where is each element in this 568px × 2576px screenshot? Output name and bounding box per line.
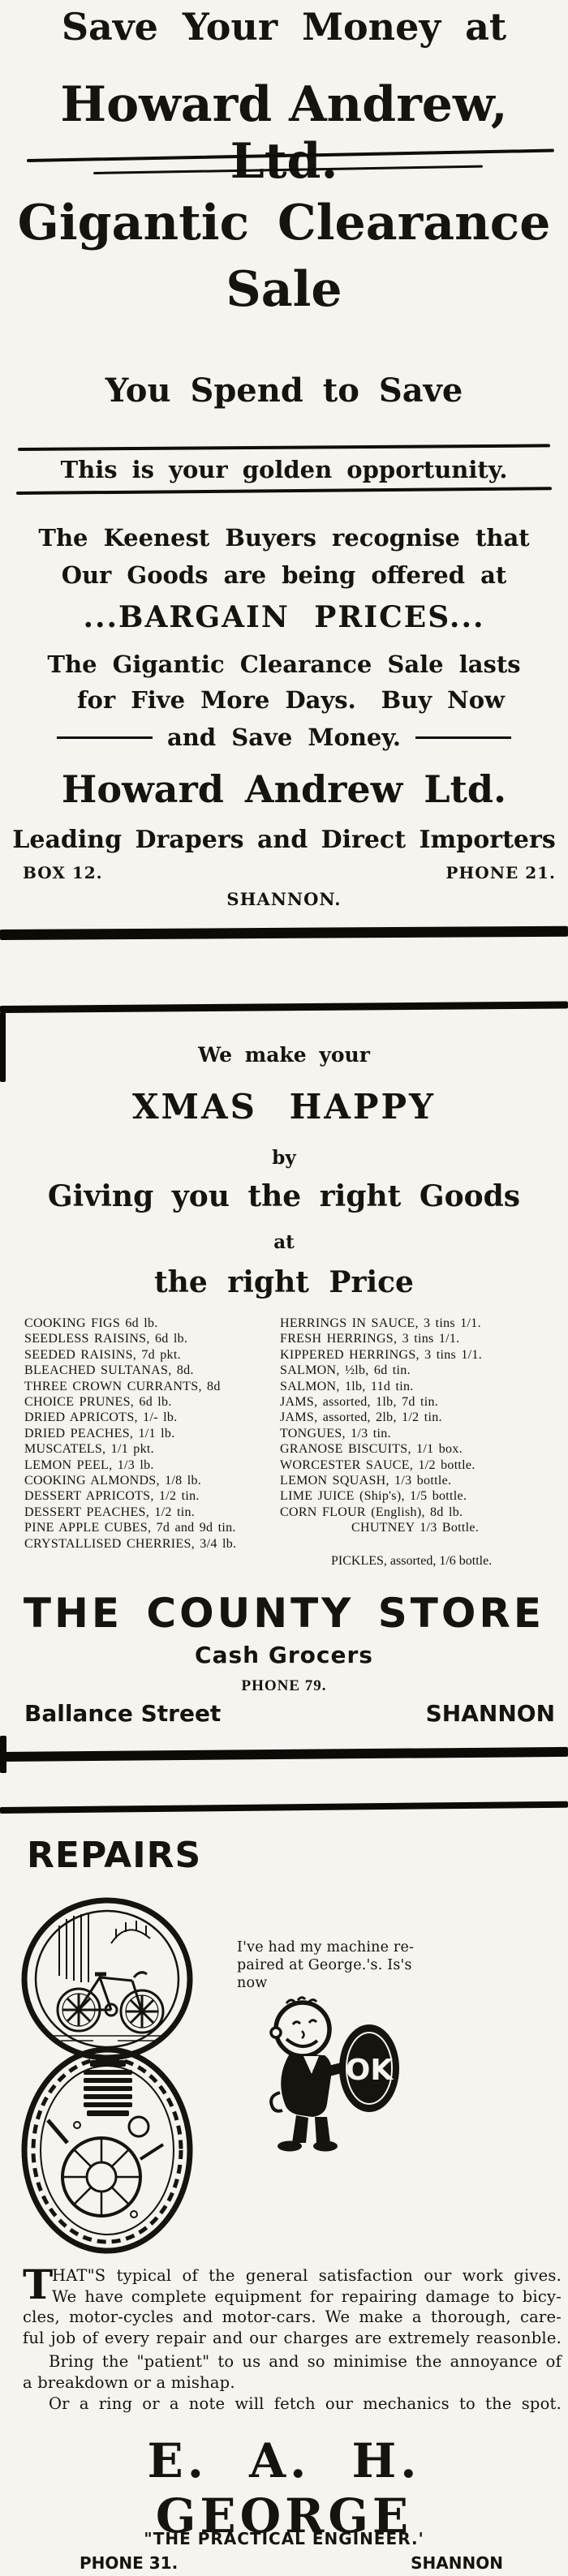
ad2-by: by [272,1147,296,1169]
left-dash-rule [57,736,153,739]
price-item: SEEDED RAISINS, 7d pkt. [24,1347,181,1362]
price-item: SALMON, ½lb, 6d tin. [280,1363,411,1378]
ad3-testimonial: I've had my machine re- paired at George… [237,1938,424,1992]
price-item-pickles: PICKLES, assorted, 1/6 bottle. [331,1554,493,1568]
price-item: THREE CROWN CURRANTS, 8d [24,1379,221,1393]
ad1-headline-top: Save Your Money at [61,5,507,49]
ad1-bargain-prices: ...BARGAIN PRICES... [83,600,485,634]
ad2-store-type: Cash Grocers [195,1642,373,1668]
mascot-ok-illustration: OK [239,1994,406,2168]
separator-bar [0,925,568,940]
price-item: BLEACHED SULTANAS, 8d. [24,1363,194,1378]
ad3-contact-row: PHONE 31. SHANNON [80,2553,503,2573]
right-dash-rule [415,736,511,739]
ad3-body-paragraph: T HAT"S typical of the general satisfact… [23,2260,562,2349]
price-item: CHUTNEY 1/3 Bottle. [351,1521,480,1535]
ad1-banner: This is your golden opportunity. [60,456,508,483]
ad2-line2: Giving you the right Goods [47,1179,521,1213]
bring-line2: a breakdown or a mishap. [23,2372,235,2392]
ad1-subhead: You Spend to Save [105,371,463,410]
body-line: ful job of every repair and our charges … [23,2328,562,2347]
body-line: We have complete equipment for repairing… [52,2286,562,2306]
ad1-para2-line1: The Gigantic Clearance Sale lasts [47,650,521,678]
price-item: LEMON PEEL, 1/3 lb. [24,1458,154,1472]
ad1-para2-line3: and Save Money. [0,723,568,751]
ad1-buy-now: Buy Now [381,686,505,714]
price-item: LIME JUICE (Ship's), 1/5 bottle. [280,1489,467,1504]
ad3-phone: PHONE 31. [80,2553,179,2573]
ad3-engineer-tagline: "THE PRACTICAL ENGINEER.' [144,2529,424,2548]
ad2-line3: the right Price [154,1265,414,1299]
ad1-box-number: BOX 12. [23,863,103,882]
ad2-address-row: Ballance Street SHANNON [24,1700,555,1727]
ad1-city: SHANNON. [226,889,342,909]
ad3-ring-line: Or a ring or a note will fetch our mecha… [49,2394,562,2413]
column-rule-fragment [0,1012,6,1082]
body-line: cles, motor-cycles and motor-cars. We ma… [23,2308,562,2326]
bicycle-illustration [20,1896,195,2063]
price-item: JAMS, assorted, 1lb, 7d tin. [280,1395,439,1410]
price-item: WORCESTER SAUCE, 1/2 bottle. [280,1458,475,1472]
ad1-save-money: and Save Money. [167,723,401,751]
ok-sign-label: OK [346,2054,394,2087]
ad3-proprietor-name: E. A. H. GEORGE [147,2433,421,2544]
ad3-headline: REPAIRS [27,1835,202,1876]
price-item: COOKING FIGS 6d lb. [24,1316,158,1330]
ad1-sale-headline-line1: Gigantic Clearance [17,195,551,251]
ad1-para1-line1: The Keenest Buyers recognise that [38,524,530,552]
engine-illustration [20,2046,195,2255]
price-item: LEMON SQUASH, 1/3 bottle. [280,1474,452,1488]
price-item: MUSCATELS, 1/1 pkt. [24,1442,154,1457]
testimonial-line2: paired at George.'s. Is's now [237,1957,412,1991]
separator-bar [0,1001,568,1013]
ad2-phone: PHONE 79. [241,1677,327,1694]
ad1-sale-headline-line2: Sale [226,261,342,318]
ad2-intro: We make your [198,1043,370,1067]
price-item: HERRINGS IN SAUCE, 3 tins 1/1. [280,1316,481,1330]
drop-cap: T [23,2260,54,2308]
banner-rule-bottom [15,487,552,495]
ad1-signature: Howard Andrew Ltd. [61,767,507,811]
price-item: SALMON, 1lb, 11d tin. [280,1379,414,1393]
ad1-para2-line2: for Five More Days. Buy Now [77,686,505,714]
ad2-store-name: THE COUNTY STORE [23,1590,545,1637]
price-list-left: COOKING FIGS 6d lb. SEEDLESS RAISINS, 6d … [24,1316,236,1552]
price-item: DESSERT PEACHES, 1/2 tin. [24,1505,196,1519]
price-item: KIPPERED HERRINGS, 3 tins 1/1. [280,1347,483,1362]
separator-bar [0,1746,568,1762]
ad1-tagline: Leading Drapers and Direct Importers [12,826,556,854]
ad2-street: Ballance Street [24,1700,222,1727]
price-item: COOKING ALMONDS, 1/8 lb. [24,1474,202,1488]
price-item: DESSERT APRICOTS, 1/2 tin. [24,1489,200,1504]
price-item: DRIED APRICOTS, 1/- lb. [24,1410,178,1425]
price-list-right: HERRINGS IN SAUCE, 3 tins 1/1. FRESH HERR… [280,1316,482,1536]
ad1-five-more-days: for Five More Days. [77,686,356,714]
price-item: CHOICE PRUNES, 6d lb. [24,1395,172,1410]
price-item: FRESH HERRINGS, 3 tins 1/1. [280,1332,460,1346]
testimonial-line1: I've had my machine re- [237,1939,415,1956]
price-item: SEEDLESS RAISINS, 6d lb. [24,1332,188,1346]
ad3-bring-paragraph: Bring the "patient" to us and so minimis… [23,2352,562,2392]
ad1-contact-row: BOX 12. PHONE 21. [23,863,556,882]
bring-line1: Bring the "patient" to us and so minimis… [49,2352,562,2371]
ad2-at: at [273,1231,295,1253]
ad1-para1-line2: Our Goods are being offered at [61,561,507,589]
ad2-headline: XMAS HAPPY [131,1087,437,1127]
banner-rule-top [17,444,550,451]
separator-bar [0,1801,568,1814]
price-item: DRIED PEACHES, 1/1 lb. [24,1426,175,1440]
price-item: TONGUES, 1/3 tin. [280,1426,391,1440]
ad1-company-headline: Howard Andrew, Ltd. [60,76,508,190]
price-item: CORN FLOUR (English), 8d lb. [280,1505,463,1519]
price-item: GRANOSE BISCUITS, 1/1 box. [280,1442,463,1457]
body-line: HAT"S typical of the general satisfactio… [52,2266,562,2285]
ad3-city: SHANNON [411,2553,503,2573]
price-item: JAMS, assorted, 2lb, 1/2 tin. [280,1410,442,1425]
price-item: PINE APPLE CUBES, 7d and 9d tin. [24,1521,236,1535]
ad2-city: SHANNON [425,1700,555,1727]
ad1-phone-number: PHONE 21. [445,863,556,882]
price-item: CRYSTALLISED CHERRIES, 3/4 lb. [24,1536,237,1551]
column-rule-fragment [0,1736,6,1773]
